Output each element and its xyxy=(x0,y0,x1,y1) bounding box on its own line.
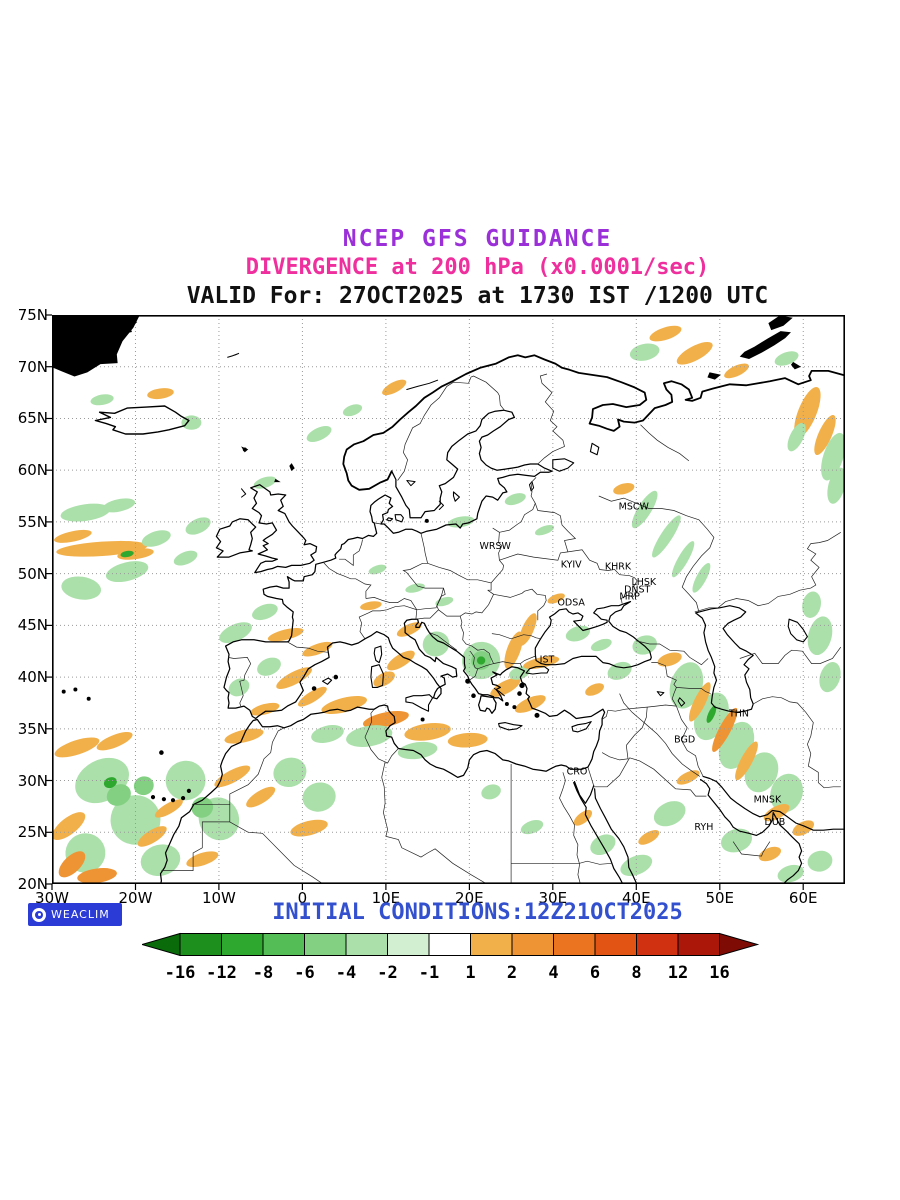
city-label: CRO xyxy=(567,766,588,777)
lat-tick-label: 35N xyxy=(17,719,48,738)
colorbar-tick-label: -8 xyxy=(253,963,273,983)
lat-tick-label: 25N xyxy=(17,823,48,842)
rivers-layer xyxy=(559,424,715,884)
colorbar-segment xyxy=(511,933,554,956)
coastline-layer xyxy=(94,354,845,884)
lat-tick-label: 65N xyxy=(17,409,48,428)
lat-tick-label: 60N xyxy=(17,461,48,480)
colorbar-segment xyxy=(470,933,513,956)
city-label: KHRK xyxy=(605,562,632,573)
colorbar-segment xyxy=(221,933,264,956)
colorbar-segment xyxy=(304,933,347,956)
initial-conditions-text: INITIAL CONDITIONS:12Z21OCT2025 xyxy=(272,900,683,925)
colorbar-arrow-right xyxy=(719,932,760,957)
city-label: KYIV xyxy=(561,559,582,570)
lat-tick-label: 30N xyxy=(17,771,48,790)
colorbar: -16 -12 -8 -6 -4 -2 -1 1 2 4 6 8 12 16 xyxy=(142,932,760,983)
title-valid-time: VALID For: 27OCT2025 at 1730 IST /1200 U… xyxy=(186,283,769,309)
colorbar-tick-label: -12 xyxy=(206,963,237,983)
lat-tick-label: 20N xyxy=(17,874,48,893)
city-label: LHSK xyxy=(631,577,656,588)
lon-tick-label: 30E xyxy=(538,889,568,907)
colorbar-segment xyxy=(677,933,720,956)
lat-tick-label: 45N xyxy=(17,616,48,635)
city-label: ODSA xyxy=(557,598,585,609)
colorbar-segment xyxy=(179,933,222,956)
city-label: DUB xyxy=(765,817,786,828)
axis-ticks xyxy=(46,314,804,890)
lon-tick-label: 20W xyxy=(118,889,153,907)
lat-tick-label: 70N xyxy=(17,357,48,376)
colorbar-tick-label: 2 xyxy=(507,963,517,983)
colorbar-segment xyxy=(636,933,679,956)
city-label: IST xyxy=(540,655,555,666)
colorbar-tick-label: 8 xyxy=(631,963,641,983)
lat-tick-label: 40N xyxy=(17,668,48,687)
weaclim-logo-label: WEACLIM xyxy=(51,908,110,921)
city-label: DNST xyxy=(624,584,650,595)
title-field: DIVERGENCE at 200 hPa (x0.0001/sec) xyxy=(245,255,710,280)
weaclim-logo: WEACLIM xyxy=(28,903,122,926)
lon-tick-label: 10W xyxy=(201,889,236,907)
city-label: RYH xyxy=(694,822,713,833)
colorbar-segment xyxy=(345,933,388,956)
colorbar-segment xyxy=(262,933,305,956)
lon-tick-label: 0 xyxy=(297,889,308,907)
colorbar-tick-label: -6 xyxy=(294,963,314,983)
colorbar-segment xyxy=(428,933,471,956)
lon-tick-label: 10E xyxy=(371,889,401,907)
lon-tick-label: 30W xyxy=(35,889,69,907)
colorbar-arrow-left xyxy=(142,932,181,957)
city-label: BGD xyxy=(674,734,695,745)
colorbar-segment xyxy=(387,933,430,956)
colorbar-tick-label: 4 xyxy=(548,963,558,983)
city-label: WRSW xyxy=(479,541,511,552)
borders-layer xyxy=(161,373,842,884)
lon-tick-label: 40E xyxy=(621,889,651,907)
graticule-layer xyxy=(52,315,845,884)
lon-tick-label: 50E xyxy=(705,889,735,907)
lat-tick-label: 55N xyxy=(17,512,48,531)
city-label: MSCW xyxy=(619,502,650,513)
colorbar-tick-label: -16 xyxy=(165,963,196,983)
map-area: MSCW WRSW KYIV KHRK LHSK DNST MRP ODSA IST THN BGD… xyxy=(46,314,846,890)
colorbar-tick-label: 16 xyxy=(709,963,729,983)
lon-tick-label: 20E xyxy=(455,889,484,907)
shading-layer xyxy=(52,325,845,884)
colorbar-tick-label: 1 xyxy=(465,963,475,983)
lon-tick-label: 60E xyxy=(788,889,818,907)
colorbar-tick-label: -2 xyxy=(377,963,397,983)
colorbar-tick-label: 12 xyxy=(668,963,688,983)
land-fill-layer xyxy=(52,315,801,803)
colorbar-tick-label: -4 xyxy=(336,963,356,983)
map-border xyxy=(52,315,846,885)
colorbar-tick-label: 6 xyxy=(590,963,600,983)
weaclim-logo-icon xyxy=(32,907,46,922)
colorbar-segment xyxy=(594,933,637,956)
colorbar-segment xyxy=(553,933,596,956)
title-model: NCEP GFS GUIDANCE xyxy=(342,226,613,252)
lat-tick-label: 75N xyxy=(17,306,48,324)
city-label: MRP xyxy=(619,592,640,603)
lat-tick-label: 50N xyxy=(17,564,48,583)
city-label: THN xyxy=(728,708,749,719)
colorbar-tick-label: -1 xyxy=(419,963,439,983)
city-label: MNSK xyxy=(754,794,782,805)
